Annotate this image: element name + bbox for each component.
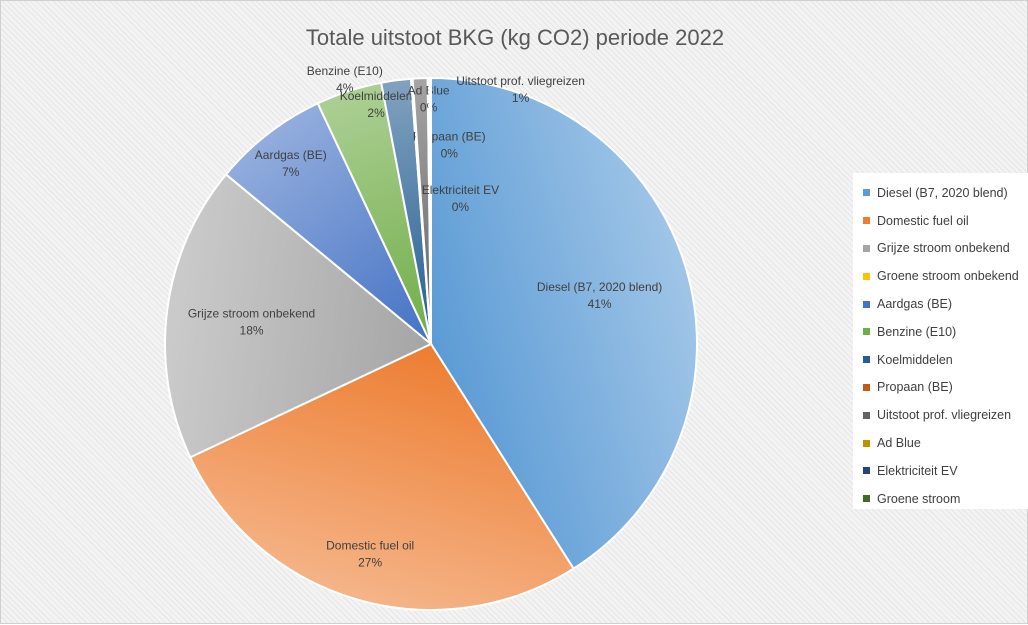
legend-item-propaan-be: Propaan (BE)	[853, 374, 1028, 402]
legend-swatch	[863, 328, 870, 336]
legend-item-uitstoot-prof-vliegreizen: Uitstoot prof. vliegreizen	[853, 401, 1028, 429]
legend-label: Propaan (BE)	[877, 380, 953, 395]
legend-swatch	[863, 356, 870, 364]
legend-item-grijze-stroom-onbekend: Grijze stroom onbekend	[853, 235, 1028, 263]
legend-swatch	[863, 217, 870, 225]
data-label-benzine-e10: Benzine (E10) 4%	[307, 64, 383, 95]
pie-slice-aardgas-be	[224, 101, 432, 345]
legend-swatch	[863, 439, 870, 447]
legend-item-aardgas-be: Aardgas (BE)	[853, 290, 1028, 318]
legend-label: Aardgas (BE)	[877, 297, 953, 312]
legend-swatch	[863, 467, 870, 475]
legend-label: Koelmiddelen	[877, 352, 953, 367]
chart-title: Totale uitstoot BKG (kg CO2) periode 202…	[305, 25, 725, 50]
data-label-elektriciteit-ev: Elektriciteit EV 0%	[422, 183, 499, 214]
data-label-domestic-fuel-oil: Domestic fuel oil 27%	[326, 538, 414, 569]
data-label-koelmiddelen: Koelmiddelen 2%	[340, 89, 413, 120]
legend-label: Groene stroom onbekend	[877, 269, 1019, 284]
pie-slice-diesel-b7-2020-blend	[430, 76, 698, 570]
legend-item-diesel-b7-2020-blend: Diesel (B7, 2020 blend)	[853, 179, 1028, 207]
legend-swatch	[863, 300, 870, 308]
data-label-aardgas-be: Aardgas (BE) 7%	[255, 148, 327, 179]
legend-swatch	[863, 272, 870, 280]
legend-item-koelmiddelen: Koelmiddelen	[853, 346, 1028, 374]
legend-swatch	[863, 244, 870, 252]
legend-label: Grijze stroom onbekend	[877, 241, 1010, 256]
legend-swatch	[863, 189, 870, 197]
legend-label: Uitstoot prof. vliegreizen	[877, 408, 1012, 423]
legend-label: Diesel (B7, 2020 blend)	[877, 185, 1008, 200]
legend-swatch	[863, 495, 870, 503]
legend-item-groene-stroom-onbekend: Groene stroom onbekend	[853, 262, 1028, 290]
legend-label: Elektriciteit EV	[877, 463, 958, 478]
data-label-diesel-b7-2020-blend: Diesel (B7, 2020 blend) 41%	[537, 280, 662, 311]
pie-slice-elektriciteit-ev	[428, 76, 432, 345]
data-label-grijze-stroom-onbekend: Grijze stroom onbekend 18%	[188, 306, 315, 337]
legend-item-elektriciteit-ev: Elektriciteit EV	[853, 457, 1028, 485]
legend-label: Ad Blue	[877, 436, 921, 451]
legend: Diesel (B7, 2020 blend) Domestic fuel oil…	[853, 173, 1028, 509]
legend-item-benzine-e10: Benzine (E10)	[853, 318, 1028, 346]
legend-label: Benzine (E10)	[877, 324, 957, 339]
legend-label: Groene stroom	[877, 491, 961, 506]
legend-item-ad-blue: Ad Blue	[853, 429, 1028, 457]
legend-label: Domestic fuel oil	[877, 213, 969, 228]
legend-item-groene-stroom: Groene stroom	[853, 485, 1028, 513]
legend-swatch	[863, 383, 870, 391]
legend-swatch	[863, 411, 870, 419]
data-label-uitstoot-prof-vliegreizen: Uitstoot prof. vliegreizen 1%	[456, 74, 585, 105]
pie-slice-grijze-stroom-onbekend	[164, 173, 433, 459]
pie-slice-domestic-fuel-oil	[188, 342, 575, 611]
legend-item-domestic-fuel-oil: Domestic fuel oil	[853, 207, 1028, 235]
